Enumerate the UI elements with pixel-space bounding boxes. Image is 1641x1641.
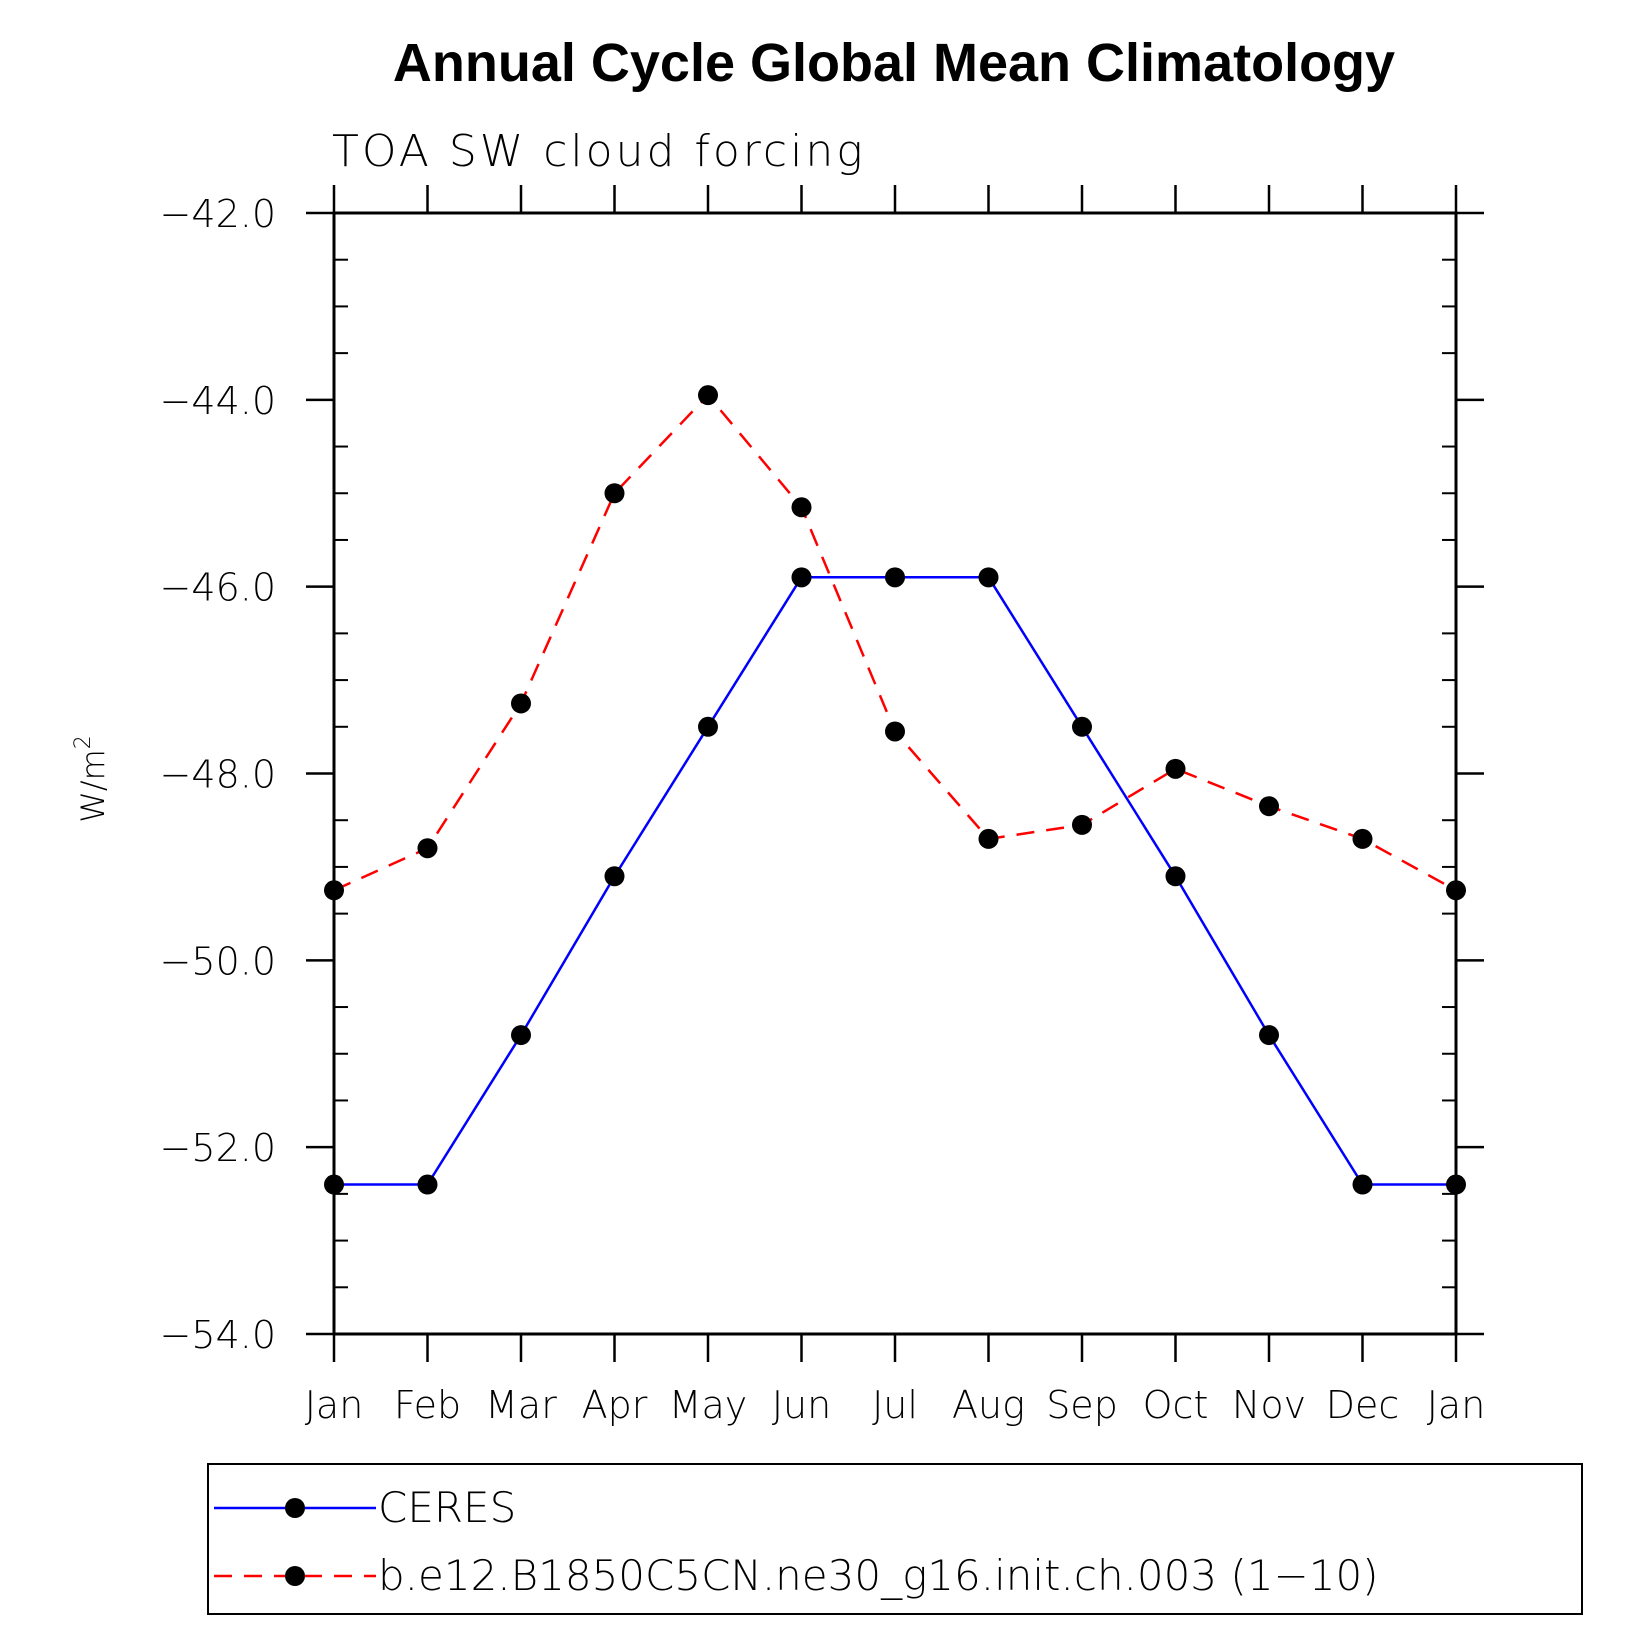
y-tick-label: −42.0 xyxy=(160,192,276,236)
data-point-series-0 xyxy=(1259,1025,1279,1046)
data-point-series-0 xyxy=(1072,716,1092,737)
data-point-series-1 xyxy=(698,385,718,406)
chart-title: Annual Cycle Global Mean Climatology xyxy=(393,33,1395,93)
legend-box xyxy=(207,1463,1583,1615)
y-tick-label: −44.0 xyxy=(160,379,276,423)
data-point-series-1 xyxy=(324,880,344,901)
y-tick-label: −50.0 xyxy=(160,939,276,983)
data-point-series-1 xyxy=(978,828,999,849)
y-tick-label: −48.0 xyxy=(160,753,276,797)
data-point-series-1 xyxy=(604,483,625,504)
y-axis-label-superscript: 2 xyxy=(71,735,96,749)
x-tick-label: Nov xyxy=(1232,1383,1306,1427)
data-point-series-0 xyxy=(604,866,625,887)
data-point-series-1 xyxy=(1446,880,1466,901)
data-point-series-1 xyxy=(1259,796,1279,817)
data-point-series-1 xyxy=(511,693,531,714)
x-tick-label: Jan xyxy=(1427,1383,1486,1427)
data-point-series-1 xyxy=(885,721,905,742)
series-line-1 xyxy=(333,393,1457,892)
data-point-series-0 xyxy=(324,1174,344,1195)
data-point-series-1 xyxy=(1165,758,1186,779)
data-point-series-0 xyxy=(978,567,999,588)
x-tick-label: Sep xyxy=(1046,1383,1118,1427)
x-tick-label: Mar xyxy=(485,1383,557,1427)
series-layer xyxy=(324,385,1466,1195)
data-point-series-0 xyxy=(791,567,812,588)
data-point-series-1 xyxy=(1072,814,1092,835)
legend-marker-ceres xyxy=(285,1498,305,1518)
y-tick-label: −54.0 xyxy=(160,1313,276,1357)
x-tick-label: Jul xyxy=(872,1383,918,1427)
data-point-series-0 xyxy=(698,716,718,737)
legend-label-ceres: CERES xyxy=(378,1483,516,1532)
x-tick-label: Feb xyxy=(394,1383,461,1427)
data-point-series-0 xyxy=(417,1174,438,1195)
data-point-series-0 xyxy=(1165,866,1186,887)
axes: −42.0 −44.0 −46.0 −48.0 −50.0 −52.0 −54.0 Jan Fe… xyxy=(160,185,1486,1427)
legend-label-model: b.e12.B1850C5CN.ne30_g16.init.ch.003 (1−… xyxy=(378,1551,1379,1600)
x-tick-label: Jun xyxy=(772,1383,831,1427)
y-tick-label: −46.0 xyxy=(160,566,276,610)
svg-text:W/m2: W/m2 xyxy=(71,735,112,823)
y-tick-label: −52.0 xyxy=(160,1126,276,1170)
series-line-0 xyxy=(334,576,1456,1186)
data-point-series-1 xyxy=(417,838,438,859)
y-axis-label: W/m2 xyxy=(71,735,112,823)
data-point-series-1 xyxy=(791,497,812,518)
data-point-series-1 xyxy=(1352,828,1373,849)
y-axis-label-text: W/m xyxy=(74,749,112,823)
x-tick-label: Aug xyxy=(952,1383,1025,1427)
data-point-series-0 xyxy=(1352,1174,1373,1195)
data-point-series-0 xyxy=(885,567,905,588)
legend-marker-model xyxy=(285,1566,305,1586)
data-point-series-0 xyxy=(511,1025,531,1046)
data-point-series-0 xyxy=(1446,1174,1466,1195)
x-tick-label: Jan xyxy=(305,1383,364,1427)
x-tick-label: Dec xyxy=(1326,1383,1400,1427)
x-tick-label: May xyxy=(669,1383,748,1427)
plot-frame xyxy=(332,211,1458,1336)
x-tick-label: Oct xyxy=(1143,1383,1209,1427)
legend: CERES b.e12.B1850C5CN.ne30_g16.init.ch.0… xyxy=(207,1463,1583,1615)
x-tick-label: Apr xyxy=(582,1383,648,1427)
chart-subtitle: TOA SW cloud forcing xyxy=(332,126,866,177)
